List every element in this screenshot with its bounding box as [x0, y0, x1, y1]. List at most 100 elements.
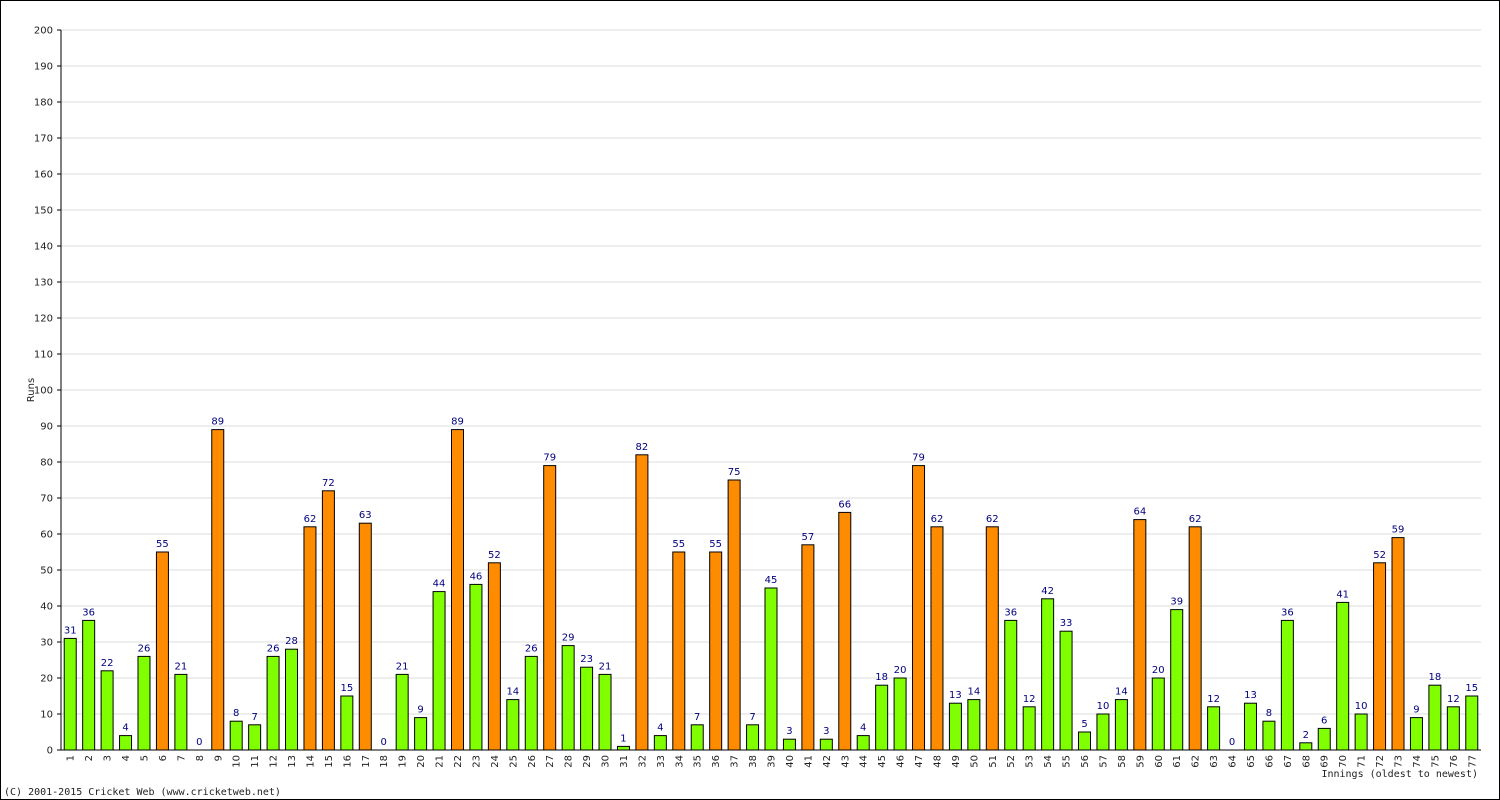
x-tick-label: 41	[803, 755, 814, 768]
data-label: 41	[1336, 589, 1349, 600]
bar	[266, 655, 280, 751]
data-label: 55	[672, 539, 685, 550]
bar	[1428, 684, 1442, 751]
data-label: 8	[233, 708, 239, 719]
x-tick-label: 75	[1430, 755, 1441, 768]
data-label: 21	[175, 661, 188, 672]
x-tick-label: 20	[416, 755, 427, 768]
x-tick-label: 15	[324, 755, 335, 768]
data-label: 66	[838, 499, 851, 510]
data-label: 36	[1281, 607, 1294, 618]
data-label: 42	[1041, 586, 1054, 597]
data-label: 10	[1355, 701, 1368, 712]
y-tick-label: 120	[34, 314, 53, 325]
y-tick-label: 60	[40, 530, 53, 541]
x-tick-label: 53	[1025, 755, 1036, 768]
data-label: 33	[1060, 618, 1073, 629]
y-tick-label: 170	[34, 134, 53, 145]
bar	[1004, 619, 1018, 751]
bar	[248, 724, 262, 751]
data-label: 22	[101, 658, 114, 669]
x-tick-label: 74	[1412, 755, 1423, 768]
bar	[1096, 713, 1110, 751]
data-label: 72	[322, 478, 335, 489]
bar	[1059, 630, 1073, 751]
data-label: 4	[860, 723, 866, 734]
bar	[1465, 695, 1479, 751]
data-label: 9	[1413, 705, 1419, 716]
y-tick-label: 180	[34, 98, 53, 109]
x-tick-label: 21	[435, 755, 446, 768]
x-tick-label: 67	[1283, 755, 1294, 768]
x-tick-label: 18	[379, 755, 390, 768]
y-tick-label: 20	[40, 674, 53, 685]
x-tick-label: 38	[748, 755, 759, 768]
data-label: 59	[1392, 525, 1405, 536]
bar	[1078, 731, 1092, 751]
bar	[1243, 702, 1257, 751]
x-tick-label: 30	[601, 755, 612, 768]
bar	[616, 745, 630, 751]
data-label: 15	[1465, 683, 1478, 694]
data-label: 15	[340, 683, 353, 694]
bar	[395, 673, 409, 751]
y-tick-label: 30	[40, 638, 53, 649]
x-tick-label: 49	[951, 755, 962, 768]
x-tick-label: 66	[1264, 755, 1275, 768]
data-label: 20	[1152, 665, 1165, 676]
data-label: 9	[417, 705, 423, 716]
x-tick-label: 56	[1080, 755, 1091, 768]
x-tick-label: 40	[785, 755, 796, 768]
data-label: 3	[786, 726, 792, 737]
y-tick-label: 110	[34, 350, 53, 361]
data-label: 52	[488, 550, 501, 561]
x-tick-label: 57	[1098, 755, 1109, 768]
y-tick-label: 130	[34, 278, 53, 289]
x-tick-label: 25	[508, 755, 519, 768]
data-label: 57	[802, 532, 815, 543]
y-tick-label: 190	[34, 62, 53, 73]
data-label: 12	[1207, 694, 1220, 705]
data-label: 29	[562, 633, 575, 644]
bar	[119, 735, 133, 751]
x-tick-label: 12	[269, 755, 280, 768]
x-tick-label: 6	[158, 755, 169, 761]
x-tick-label: 33	[656, 755, 667, 768]
data-label: 14	[506, 687, 519, 698]
x-tick-label: 36	[711, 755, 722, 768]
y-tick-label: 140	[34, 242, 53, 253]
y-tick-label: 200	[34, 26, 53, 37]
data-label: 12	[1023, 694, 1036, 705]
x-tick-label: 5	[139, 755, 150, 761]
data-label: 79	[912, 453, 925, 464]
data-label: 7	[694, 712, 700, 723]
x-tick-label: 26	[527, 755, 538, 768]
data-label: 13	[1244, 690, 1257, 701]
data-label: 6	[1321, 715, 1327, 726]
x-tick-label: 76	[1449, 755, 1460, 768]
x-tick-label: 27	[545, 755, 556, 768]
bar	[211, 429, 225, 751]
y-tick-label: 50	[40, 566, 53, 577]
bar	[229, 720, 243, 751]
bar	[856, 735, 870, 751]
data-label: 13	[949, 690, 962, 701]
y-tick-label: 10	[40, 710, 53, 721]
bar	[100, 670, 114, 751]
data-label: 89	[211, 417, 224, 428]
bar	[1133, 519, 1147, 751]
x-tick-label: 46	[896, 755, 907, 768]
x-tick-label: 50	[969, 755, 980, 768]
bar	[432, 591, 446, 751]
bar	[690, 724, 704, 751]
x-tick-label: 48	[932, 755, 943, 768]
x-tick-label: 14	[305, 755, 316, 768]
y-tick-label: 70	[40, 494, 53, 505]
bar	[1409, 717, 1423, 751]
x-tick-label: 39	[767, 755, 778, 768]
data-label: 14	[1115, 687, 1128, 698]
bar	[727, 479, 741, 751]
bar	[340, 695, 354, 751]
bar	[1262, 720, 1276, 751]
x-tick-label: 71	[1357, 755, 1368, 768]
